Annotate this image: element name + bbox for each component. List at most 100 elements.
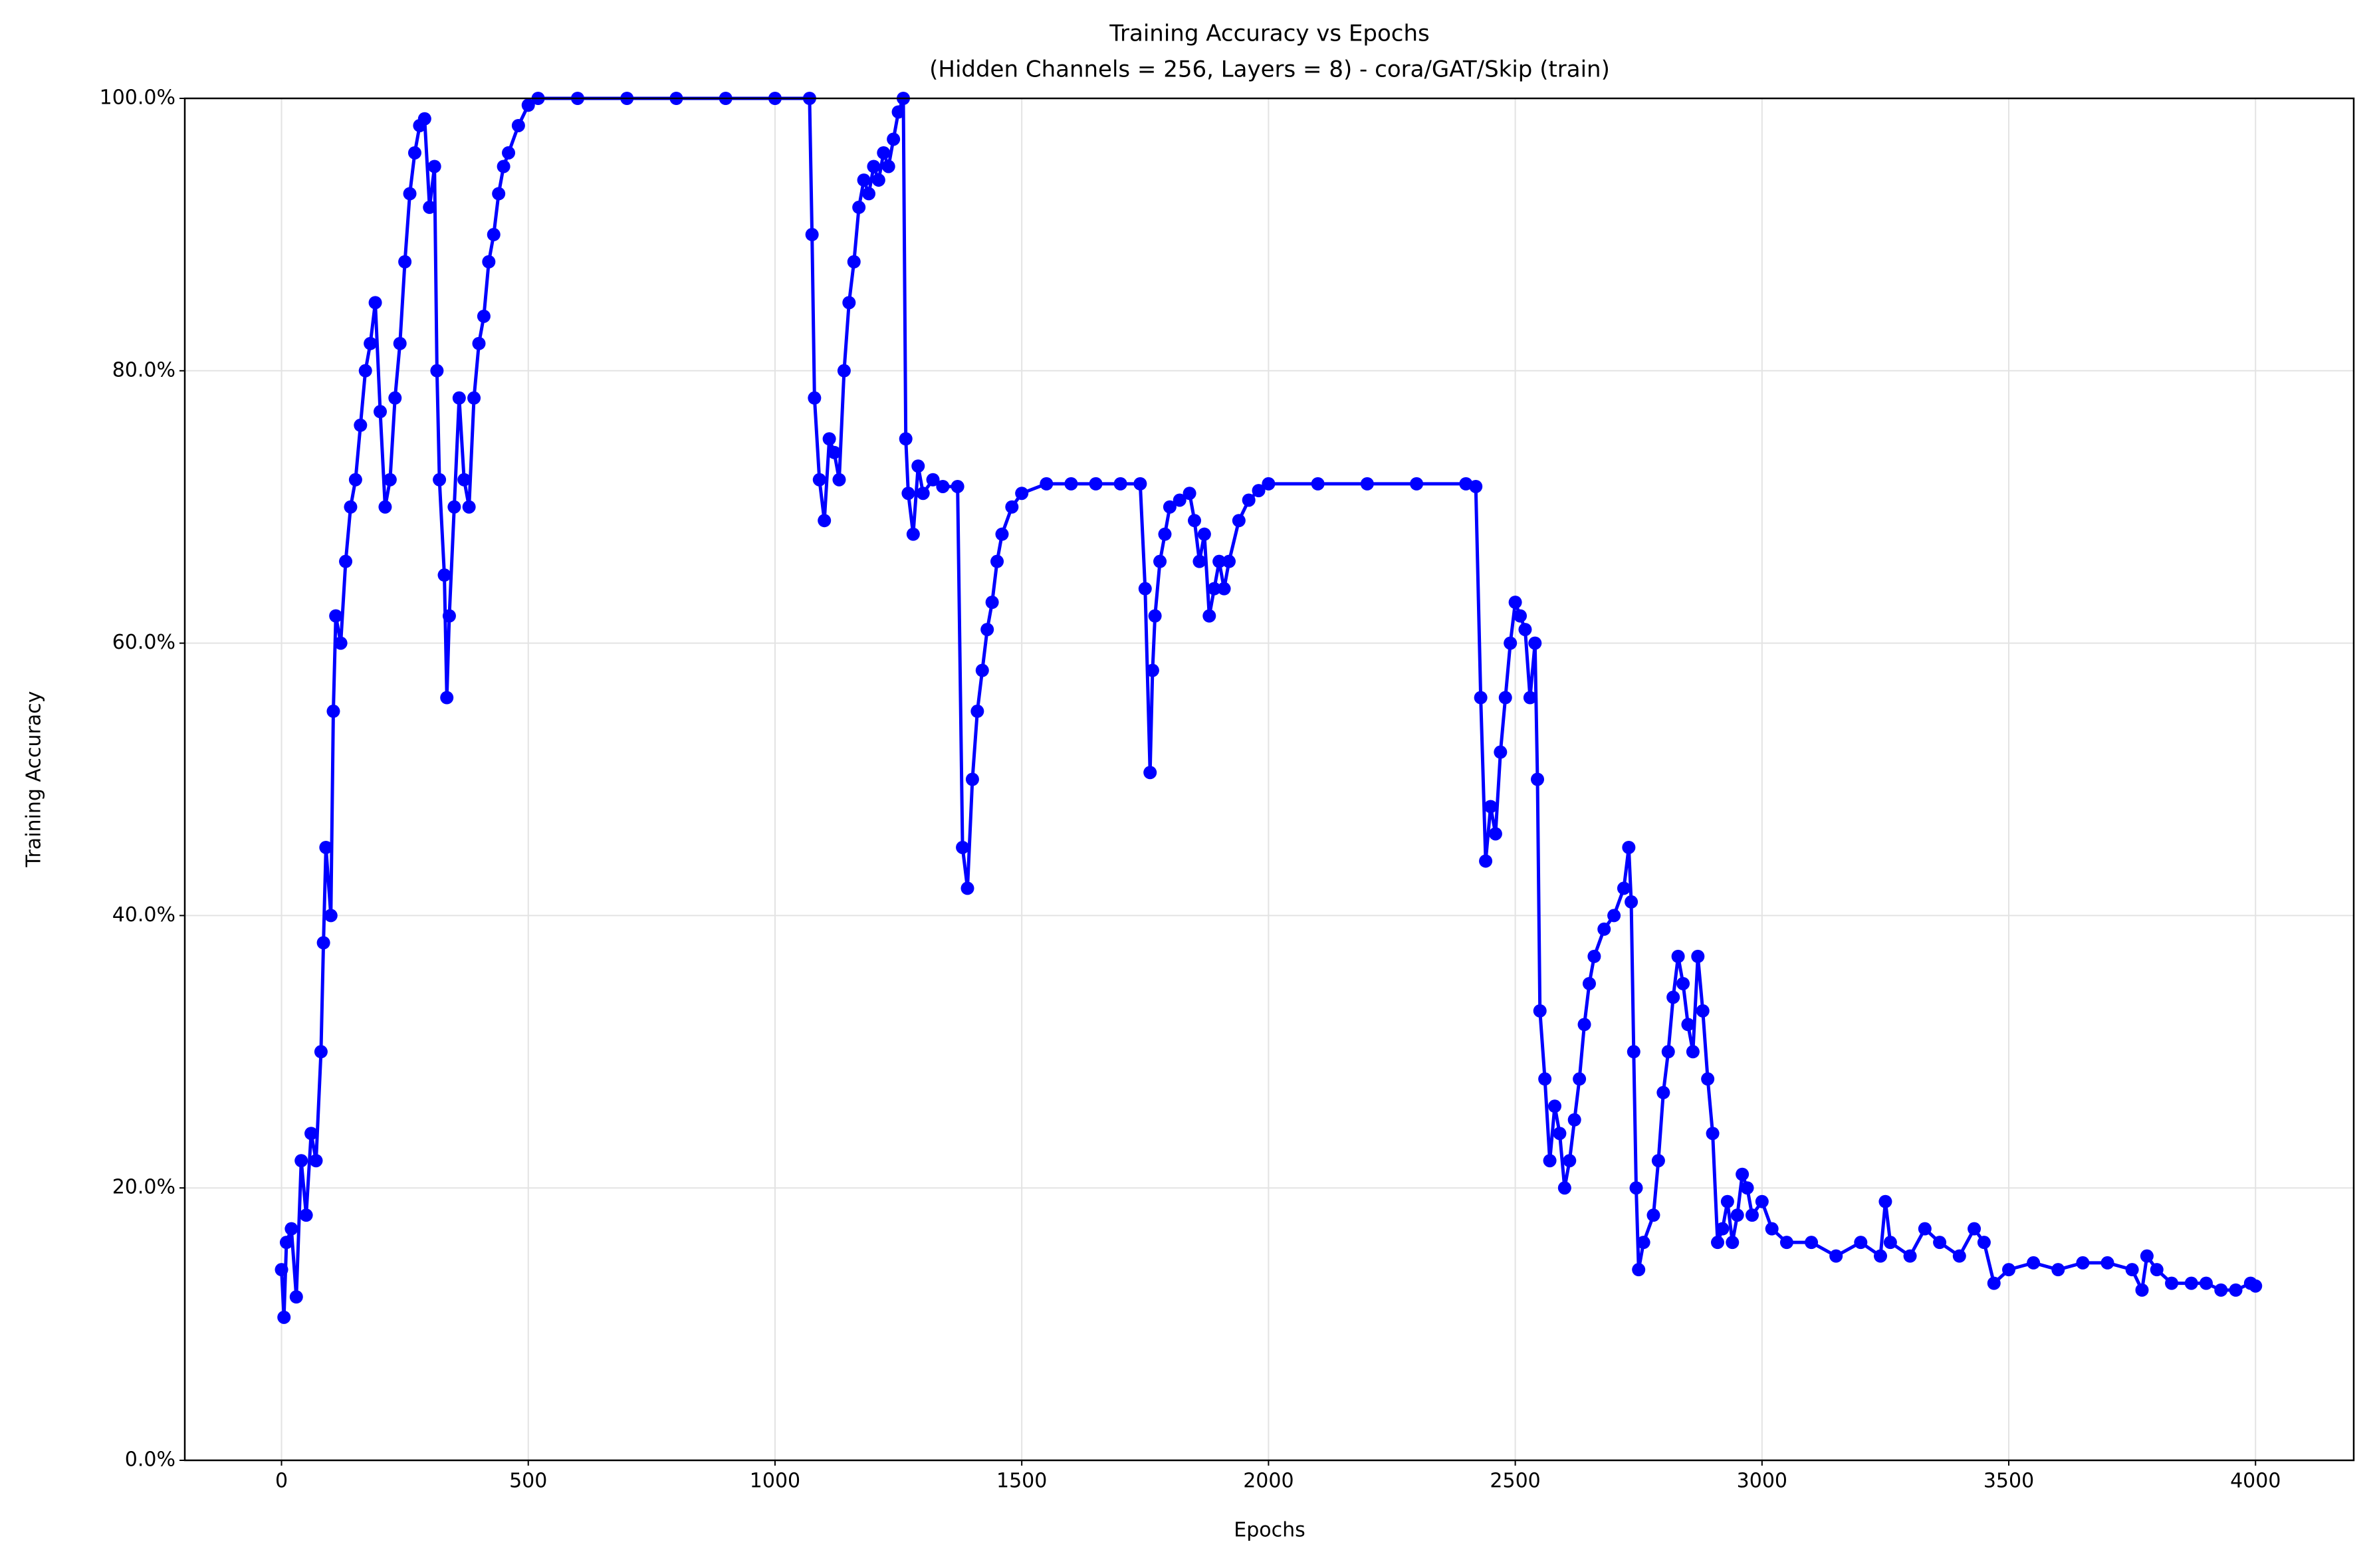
data-point bbox=[2135, 1283, 2149, 1297]
data-point bbox=[1730, 1208, 1744, 1222]
data-point bbox=[1005, 500, 1019, 514]
data-point bbox=[279, 1236, 293, 1250]
data-point bbox=[1262, 477, 1276, 491]
data-point bbox=[842, 296, 856, 310]
x-tick-label: 3500 bbox=[1983, 1470, 2034, 1493]
data-point bbox=[440, 691, 454, 705]
data-point bbox=[1173, 493, 1186, 507]
data-point bbox=[2125, 1263, 2139, 1277]
data-point bbox=[374, 405, 388, 419]
data-point bbox=[980, 623, 994, 637]
data-point bbox=[1933, 1236, 1947, 1250]
data-point bbox=[277, 1310, 291, 1324]
data-point bbox=[867, 160, 881, 173]
data-point bbox=[1779, 1236, 1793, 1250]
data-point bbox=[472, 336, 486, 350]
data-point bbox=[339, 554, 353, 568]
data-point bbox=[1553, 1127, 1567, 1141]
data-point bbox=[2027, 1256, 2041, 1270]
data-point bbox=[1064, 477, 1078, 491]
data-point bbox=[348, 473, 362, 487]
data-point bbox=[1113, 477, 1127, 491]
data-point bbox=[398, 255, 412, 269]
data-point bbox=[1192, 554, 1206, 568]
data-point bbox=[1952, 1249, 1966, 1263]
data-point bbox=[1145, 663, 1159, 677]
data-point bbox=[1133, 477, 1147, 491]
data-point bbox=[960, 881, 974, 895]
data-point bbox=[521, 98, 535, 112]
data-point bbox=[1479, 854, 1493, 868]
data-point bbox=[1854, 1236, 1868, 1250]
data-point bbox=[877, 146, 891, 160]
data-point bbox=[326, 705, 340, 719]
data-point bbox=[1207, 582, 1221, 596]
data-point bbox=[1508, 596, 1522, 610]
data-point bbox=[887, 132, 901, 146]
data-point bbox=[1138, 582, 1152, 596]
data-point bbox=[1755, 1194, 1769, 1208]
data-point bbox=[812, 473, 826, 487]
data-point bbox=[956, 840, 970, 854]
data-point bbox=[447, 500, 461, 514]
data-point bbox=[1158, 527, 1172, 541]
data-point bbox=[2140, 1249, 2154, 1263]
data-point bbox=[822, 432, 836, 446]
data-point bbox=[1410, 477, 1424, 491]
data-point bbox=[1711, 1236, 1725, 1250]
data-point bbox=[906, 527, 920, 541]
data-point bbox=[457, 473, 471, 487]
data-point bbox=[316, 936, 330, 950]
data-point bbox=[832, 473, 846, 487]
data-point bbox=[294, 1154, 308, 1168]
data-point bbox=[1474, 691, 1488, 705]
data-point bbox=[1563, 1154, 1577, 1168]
data-point bbox=[1918, 1222, 1932, 1236]
data-point bbox=[808, 391, 822, 405]
data-point bbox=[2184, 1276, 2198, 1290]
data-point bbox=[1252, 484, 1266, 498]
y-tick-label: 0.0% bbox=[125, 1448, 175, 1472]
x-tick-label: 500 bbox=[509, 1470, 547, 1493]
data-point bbox=[1656, 1085, 1670, 1099]
data-point bbox=[1547, 1099, 1561, 1113]
data-point bbox=[1143, 766, 1157, 780]
data-point bbox=[427, 160, 441, 173]
data-point bbox=[430, 364, 444, 378]
data-point bbox=[1987, 1276, 2001, 1290]
data-point bbox=[368, 296, 382, 310]
data-point bbox=[1582, 976, 1596, 990]
data-point bbox=[364, 336, 378, 350]
data-point bbox=[1242, 493, 1256, 507]
y-tick-label: 40.0% bbox=[112, 903, 175, 927]
data-point bbox=[275, 1263, 288, 1277]
data-point bbox=[423, 200, 437, 214]
data-point bbox=[1701, 1072, 1715, 1086]
data-point bbox=[1153, 554, 1167, 568]
data-point bbox=[2100, 1256, 2114, 1270]
data-point bbox=[2076, 1256, 2090, 1270]
data-point bbox=[881, 160, 895, 173]
data-point bbox=[417, 112, 431, 126]
x-tick-label: 2500 bbox=[1490, 1470, 1540, 1493]
data-point bbox=[344, 500, 358, 514]
data-point bbox=[492, 187, 506, 201]
x-tick-label: 4000 bbox=[2230, 1470, 2281, 1493]
data-point bbox=[852, 200, 866, 214]
data-point bbox=[965, 772, 979, 786]
data-point bbox=[2150, 1263, 2164, 1277]
data-point bbox=[1573, 1072, 1587, 1086]
data-point bbox=[1469, 479, 1483, 493]
data-point bbox=[1523, 691, 1537, 705]
data-point bbox=[304, 1127, 318, 1141]
data-point bbox=[1089, 477, 1103, 491]
data-point bbox=[1691, 949, 1705, 963]
data-point bbox=[1538, 1072, 1552, 1086]
data-point bbox=[951, 479, 964, 493]
data-point bbox=[1720, 1194, 1734, 1208]
data-point bbox=[2249, 1279, 2263, 1293]
data-point bbox=[1488, 827, 1502, 841]
data-point bbox=[990, 554, 1004, 568]
